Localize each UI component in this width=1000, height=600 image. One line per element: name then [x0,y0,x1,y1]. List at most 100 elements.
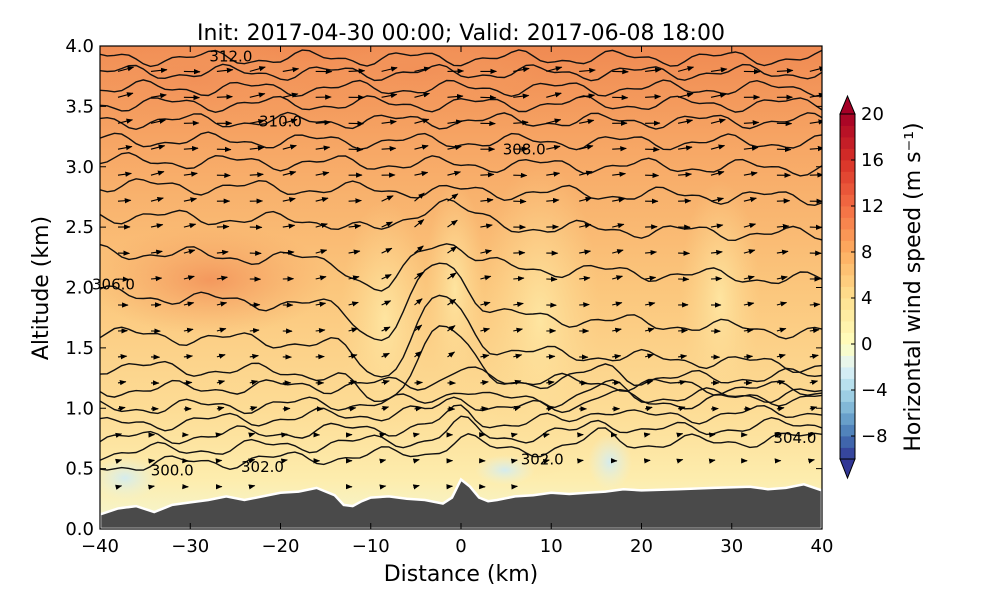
colorbar-tick-label: 8 [861,242,872,263]
wind-arrow [809,353,819,360]
wind-arrow [150,196,164,203]
isentrope-line [100,243,822,292]
wind-arrow [315,327,326,334]
wind-arrow [315,275,327,281]
contour-label: 304.0 [773,429,816,447]
wind-arrow [644,406,653,412]
wind-arrow [381,406,390,412]
wind-arrow [743,275,755,281]
wind-arrow [414,92,431,98]
shade-patch [340,200,430,440]
wind-arrow [447,219,458,228]
wind-arrow [150,144,166,150]
isentrope-line [100,198,822,242]
wind-arrow [513,406,521,412]
wind-arrow [348,275,360,281]
wind-arrow [414,324,423,332]
terrain [100,477,822,529]
wind-arrow [282,197,296,203]
contour-label: 310.0 [259,113,302,131]
wind-arrow [348,327,359,333]
colorbar-band [840,321,855,333]
wind-arrow [809,66,822,72]
wind-arrow [678,171,693,178]
wind-arrow [447,298,457,306]
colorbar-band [840,436,855,448]
wind-arrow [677,66,695,72]
shade-patch [425,180,485,400]
wind-arrow [643,432,651,438]
colorbar-band [840,424,855,437]
wind-arrow [809,379,819,385]
contour-labels: 312.0 310.0 308.0 306.0 304.0 302.0 302.0 300.0 [92,47,816,479]
wind-arrow [678,328,688,334]
wind-arrow [348,223,362,230]
wind-arrow [612,353,622,360]
wind-arrow [249,66,266,72]
wind-arrow [315,145,331,151]
wind-arrow [480,275,492,281]
colorbar-band [840,160,855,172]
wind-arrow [513,275,525,282]
wind-arrow [183,327,194,333]
wind-arrow [248,484,256,490]
y-tick-label: 2.0 [65,278,94,299]
colorbar-tick-label: 12 [861,196,884,217]
colorbar-band [840,367,855,379]
wind-arrow [710,118,726,124]
wind-arrow [579,302,590,308]
wind-arrow [447,193,459,202]
y-tick-label: 1.0 [65,398,94,419]
wind-arrow [480,380,489,386]
wind-arrow [676,458,684,464]
wind-arrow [249,353,259,360]
isentrope-line [100,415,822,461]
wind-arrow [117,118,134,124]
wind-arrow [414,351,422,358]
colorbar-tick-label: 0 [861,334,872,355]
wind-arrow [115,458,123,464]
wind-arrow [183,171,198,177]
wind-arrow [183,197,198,203]
wind-arrow [381,274,392,280]
wind-arrow [579,196,593,202]
contour-label: 300.0 [151,462,194,480]
wind-arrow [414,66,431,72]
isentrope-line [100,379,822,415]
wind-arrow [183,301,195,307]
wind-arrow [280,458,288,464]
wind-arrow [150,93,167,99]
shade-patch [100,46,335,130]
colorbar-band [840,148,855,161]
wind-arrow [480,327,491,333]
wind-arrow [150,223,164,229]
wind-arrow [381,300,392,306]
wind-arrow [216,94,233,100]
wind-arrow [645,275,657,281]
wind-arrow [117,92,134,98]
wind-arrow [183,223,197,229]
wind-arrow [150,249,163,255]
y-tick-label: 4.0 [65,36,94,57]
wind-arrow [480,172,495,178]
colorbar-band [840,390,855,402]
wind-arrow [183,249,196,255]
wind-arrow [381,326,391,332]
wind-arrow [776,198,791,204]
wind-arrow [249,328,260,334]
wind-arrow [612,146,627,152]
x-tick-label: −40 [81,536,119,557]
wind-arrow [381,146,397,152]
wind-arrow [644,301,656,307]
wind-arrow [776,406,785,412]
wind-vectors [115,66,822,490]
colorbar-label: Horizontal wind speed (m s⁻¹) [901,122,926,451]
wind-arrow [282,92,299,98]
wind-arrow [542,432,550,439]
colorbar-band [840,275,855,287]
wind-arrow [710,144,726,150]
colorbar-tick-label: −8 [861,426,888,447]
wind-arrow [612,275,624,281]
isentrope-line [100,363,822,398]
